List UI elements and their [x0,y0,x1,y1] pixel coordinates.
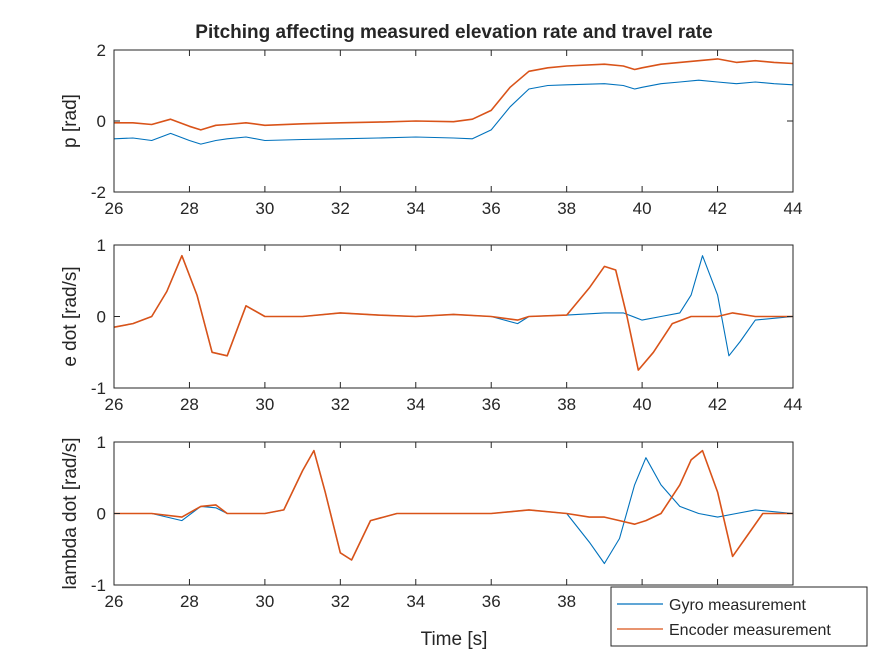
x-tick-label: 38 [557,395,576,414]
x-tick-label: 36 [482,395,501,414]
y-axis-label-elevation-rate: e dot [rad/s] [60,266,81,366]
y-axis-label-pitch: p [rad] [60,94,81,148]
subplot-elevation-rate: 26 28 30 32 34 36 38 40 42 44 -1 0 1 e dot [rad/s] [60,236,802,414]
series-line-encoder-pitch [114,58,794,131]
chart-title: Pitching affecting measured elevation ra… [195,22,712,43]
x-tick-label: 36 [482,199,501,218]
x-tick-label: 28 [180,592,199,611]
y-tick-label: 0 [97,112,106,131]
y-tick-label: 0 [97,308,106,327]
x-tick-label: 38 [557,592,576,611]
y-tick-label: -2 [91,183,106,202]
x-tick-label: 42 [708,199,727,218]
x-tick-label: 28 [180,395,199,414]
legend: Gyro measurement Encoder measurement [610,586,868,647]
y-tick-label: 2 [97,41,106,60]
series-line-encoder-travel-rate [114,449,793,561]
x-tick-label: 30 [255,395,274,414]
x-tick-label: 30 [255,592,274,611]
x-tick-label: 32 [331,592,350,611]
x-tick-label: 44 [784,199,803,218]
subplot-pitch: 26 28 30 32 34 36 38 40 42 44 -2 0 2 p [rad] [60,41,802,218]
x-tick-label: 26 [105,395,124,414]
x-tick-label: 28 [180,199,199,218]
legend-label-encoder: Encoder measurement [669,622,831,639]
y-tick-label: 0 [97,505,106,524]
legend-label-gyro: Gyro measurement [669,597,806,614]
y-tick-label: -1 [91,576,106,595]
x-tick-label: 34 [406,199,425,218]
x-tick-label: 32 [331,395,350,414]
x-tick-label: 42 [708,395,727,414]
x-tick-label: 40 [633,199,652,218]
x-tick-label: 40 [633,395,652,414]
x-axis-label: Time [s] [421,629,488,650]
series-line-encoder-elevation-rate [113,254,793,371]
y-axis-label-travel-rate: lambda dot [rad/s] [60,437,81,589]
x-tick-label: 26 [105,199,124,218]
x-tick-label: 34 [406,395,425,414]
y-tick-label: 1 [97,433,106,452]
x-tick-label: 30 [255,199,274,218]
x-tick-label: 32 [331,199,350,218]
x-tick-label: 38 [557,199,576,218]
x-tick-label: 26 [105,592,124,611]
x-tick-label: 34 [406,592,425,611]
plot-area-elevation-rate [114,245,793,388]
y-tick-label: 1 [97,236,106,255]
legend-box [610,586,868,647]
series-line-gyro-pitch [113,79,794,145]
x-tick-label: 44 [784,395,803,414]
x-tick-label: 36 [482,592,501,611]
y-tick-label: -1 [91,379,106,398]
